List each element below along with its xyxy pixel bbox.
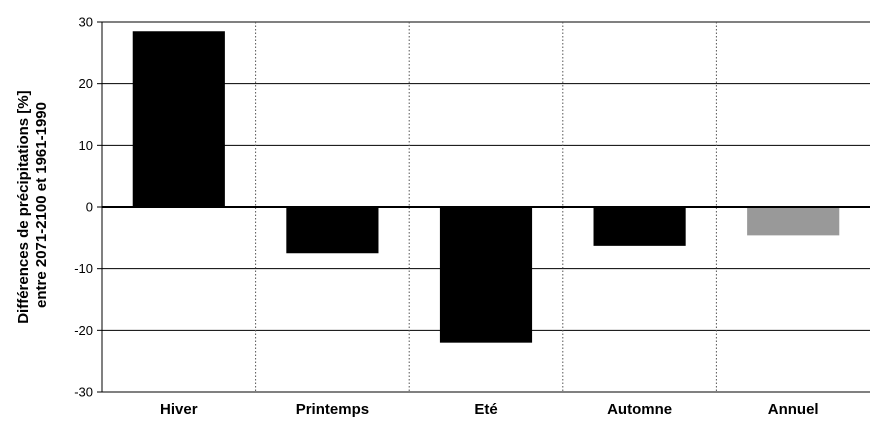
x-category-label: Hiver [160,401,198,418]
bar-automne [593,207,686,246]
x-category-label: Automne [607,401,672,418]
axes [97,21,870,393]
bar-annuel [747,207,840,236]
y-axis-label: Différences de précipitations [%] entre … [15,86,50,324]
y-tick-label: 20 [79,76,93,91]
bar-eté [439,207,533,343]
x-category-label: Eté [474,401,497,418]
x-category-label: Annuel [768,401,819,418]
category-separators [255,22,717,392]
y-axis-label-line2: entre 2071-2100 et 1961-1990 [33,102,50,308]
y-tick-label: 0 [86,200,93,215]
bar-printemps [286,207,379,254]
y-tick-label: -10 [74,261,93,276]
y-tick-label: 10 [79,138,93,153]
labels: 30 20 10 0 -10 -20 -30 Hiver Printemps Eté Automne… [74,15,818,419]
y-tick-label: -30 [74,385,93,400]
bar-hiver [132,31,225,207]
y-tick-label: -20 [74,323,93,338]
y-axis-label-line1: Différences de précipitations [%] [15,90,32,323]
x-category-label: Printemps [296,401,369,418]
y-tick-label: 30 [79,15,93,30]
bars [132,31,840,343]
